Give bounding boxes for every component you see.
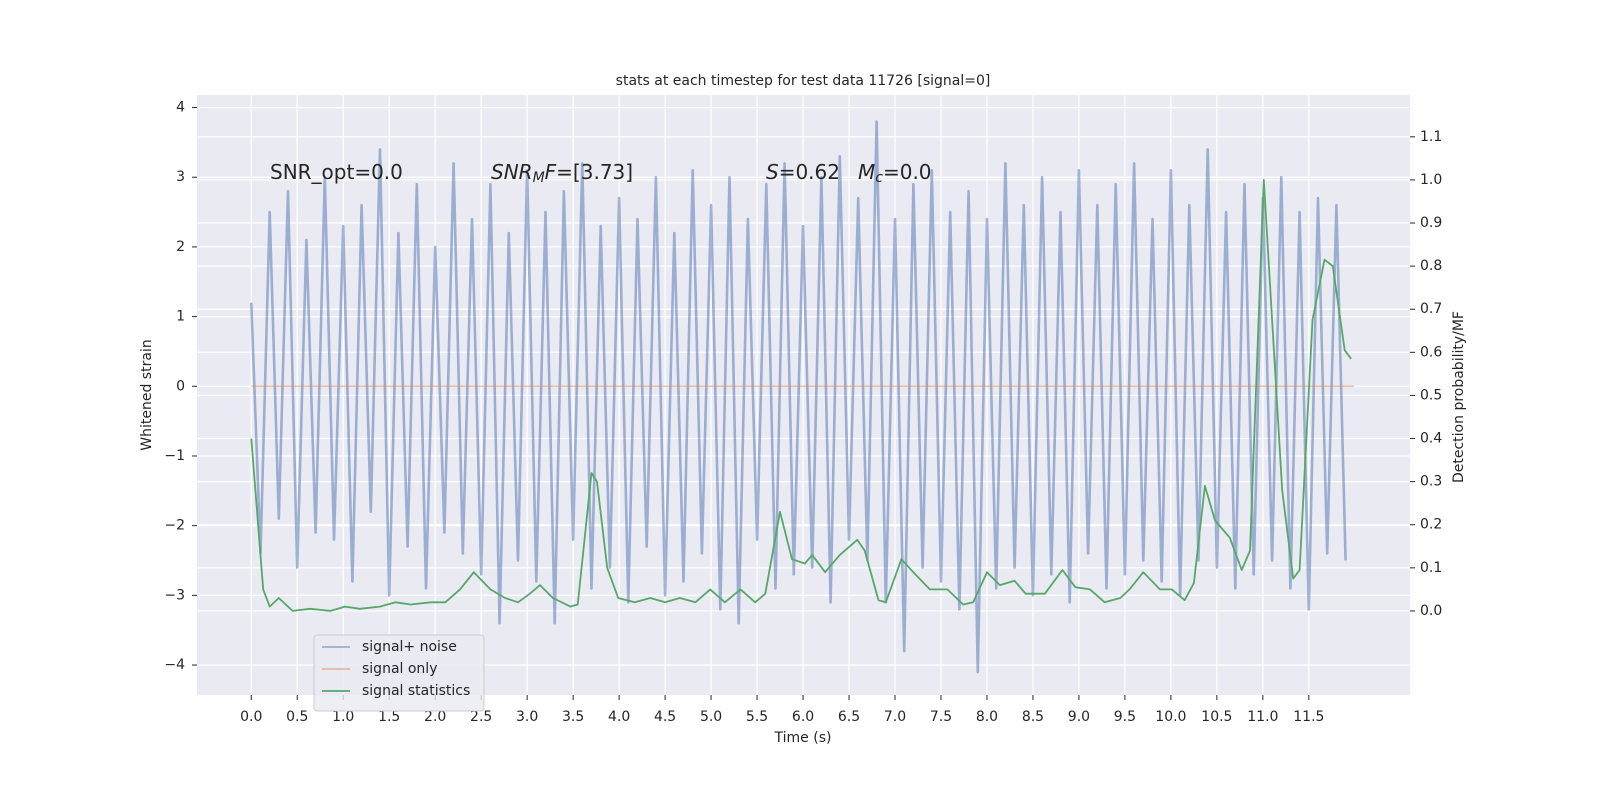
y-tick-label: 4 (176, 100, 185, 116)
y-axis-label: Whitened strain (139, 339, 155, 450)
y-tick-label: 3 (176, 169, 185, 185)
legend-label: signal only (362, 661, 437, 677)
chart-title: stats at each timestep for test data 117… (616, 73, 991, 89)
legend-label: signal+ noise (362, 639, 457, 655)
annotation-part: F (545, 160, 557, 184)
x-tick-label: 9.0 (1068, 709, 1090, 725)
x-tick-label: 10.5 (1201, 709, 1232, 725)
x-tick-label: 11.5 (1293, 709, 1324, 725)
annotation: SNRMF=[3.73] (491, 160, 633, 187)
y-tick-label: −1 (164, 448, 185, 464)
y-tick-label: 2 (176, 239, 185, 255)
y-tick-label: 1 (176, 309, 185, 325)
legend-label: signal statistics (362, 683, 470, 699)
axes: 0.0 0.5 1.0 1.5 2.0 2.5 3.0 3.5 4.0 4.5 5.0 5.5 6.0 6… (164, 100, 1442, 725)
annotation-part: =0.0 (883, 160, 932, 184)
x-tick-label: 2.0 (424, 709, 446, 725)
y2-axis-label: Detection probability/MF (1451, 311, 1467, 483)
x-tick-label: 8.5 (1022, 709, 1044, 725)
annotation-part: =0.62 (779, 160, 840, 184)
x-tick-label: 6.5 (838, 709, 860, 725)
x-tick-label: 0.5 (286, 709, 308, 725)
x-tick-label: 1.0 (332, 709, 354, 725)
x-tick-label: 1.5 (378, 709, 400, 725)
x-tick-label: 3.0 (516, 709, 538, 725)
x-tick-label: 9.5 (1114, 709, 1136, 725)
annotation: S=0.62 Mc=0.0 (766, 160, 932, 187)
x-tick-label: 8.0 (976, 709, 998, 725)
y2-tick-label: 0.4 (1420, 431, 1442, 447)
x-tick-label: 5.5 (746, 709, 768, 725)
x-tick-label: 7.5 (930, 709, 952, 725)
x-axis-label: Time (s) (774, 730, 832, 746)
y-tick-label: 0 (176, 378, 185, 394)
x-tick-label: 3.5 (562, 709, 584, 725)
annotation-part: M (858, 160, 875, 184)
y2-tick-label: 0.5 (1420, 387, 1442, 403)
legend-box (313, 634, 485, 712)
marks (250, 120, 1354, 674)
y2-tick-label: 0.2 (1420, 517, 1442, 533)
annotation-part: c (875, 170, 883, 186)
annotation-part: =[3.73] (556, 160, 633, 184)
x-tick-label: 4.0 (608, 709, 630, 725)
annotation-part: M (533, 170, 545, 186)
y2-tick-label: 0.7 (1420, 301, 1442, 317)
x-tick-label: 0.0 (240, 709, 262, 725)
annotation-part: SNR_opt=0.0 (270, 160, 403, 184)
annotation-part: SNR (491, 160, 533, 184)
legend: signal+ noise signal only signal statistic… (313, 634, 485, 712)
y-tick-label: −4 (164, 657, 185, 673)
x-tick-label: 7.0 (884, 709, 906, 725)
annotation-part: S (766, 160, 779, 184)
y2-tick-label: 0.8 (1420, 258, 1442, 274)
y2-tick-label: 0.1 (1420, 560, 1442, 576)
x-tick-label: 4.5 (654, 709, 676, 725)
y2-tick-label: 1.0 (1420, 172, 1442, 188)
y-tick-label: −2 (164, 518, 185, 534)
series-line (250, 179, 1352, 612)
annotation: SNR_opt=0.0 (270, 160, 403, 184)
x-tick-label: 6.0 (792, 709, 814, 725)
y2-tick-label: 0.6 (1420, 344, 1442, 360)
y2-tick-label: 0.0 (1420, 603, 1442, 619)
x-tick-label: 5.0 (700, 709, 722, 725)
x-tick-label: 11.0 (1247, 709, 1278, 725)
y2-tick-label: 1.1 (1420, 129, 1442, 145)
x-tick-label: 2.5 (470, 709, 492, 725)
series-line (250, 120, 1347, 674)
y-tick-label: −3 (164, 587, 185, 603)
x-tick-label: 10.0 (1155, 709, 1186, 725)
y2-tick-label: 0.9 (1420, 215, 1442, 231)
y2-tick-label: 0.3 (1420, 474, 1442, 490)
